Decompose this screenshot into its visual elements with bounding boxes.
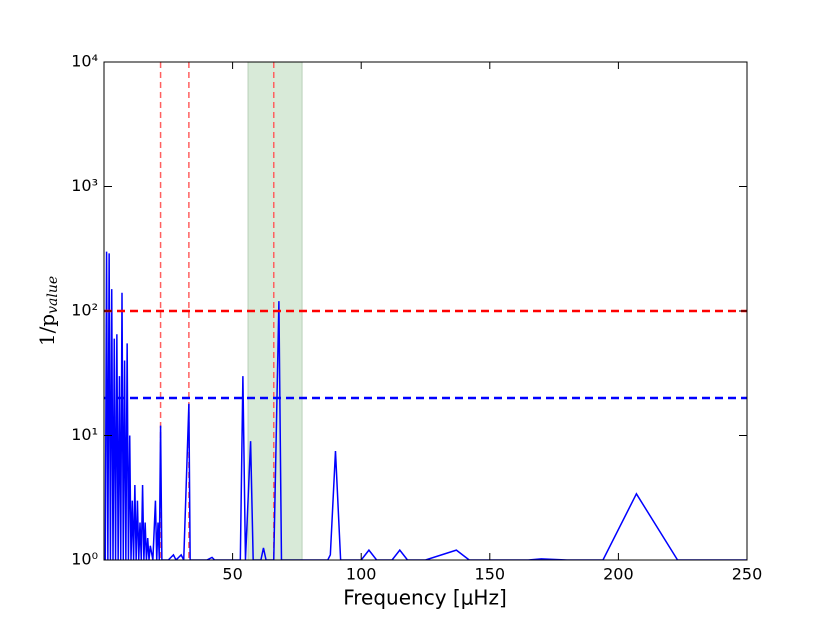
y-tick-label: 10² [71,301,98,320]
x-tick-label: 150 [475,565,506,584]
y-tick-label: 10¹ [71,425,98,444]
y-label-sub: value [45,276,61,314]
x-tick-label: 50 [222,565,242,584]
x-axis-label: Frequency [μHz] [343,586,507,610]
series-line [104,251,747,560]
x-tick-label: 100 [346,565,377,584]
x-tick-label: 250 [732,565,763,584]
y-tick-label: 10⁴ [71,52,98,71]
y-tick-label: 10⁰ [71,550,98,569]
plot-layer: 50 100 150 200 250 10⁰ 10¹ 10² 10³ 10⁴ [71,52,762,584]
series-group [104,251,747,560]
y-axis-label: 1/pvalue [35,276,62,346]
x-tick-label: 200 [603,565,634,584]
y-tick-label: 10³ [71,176,98,195]
y-label-main: 1/p [35,314,59,346]
